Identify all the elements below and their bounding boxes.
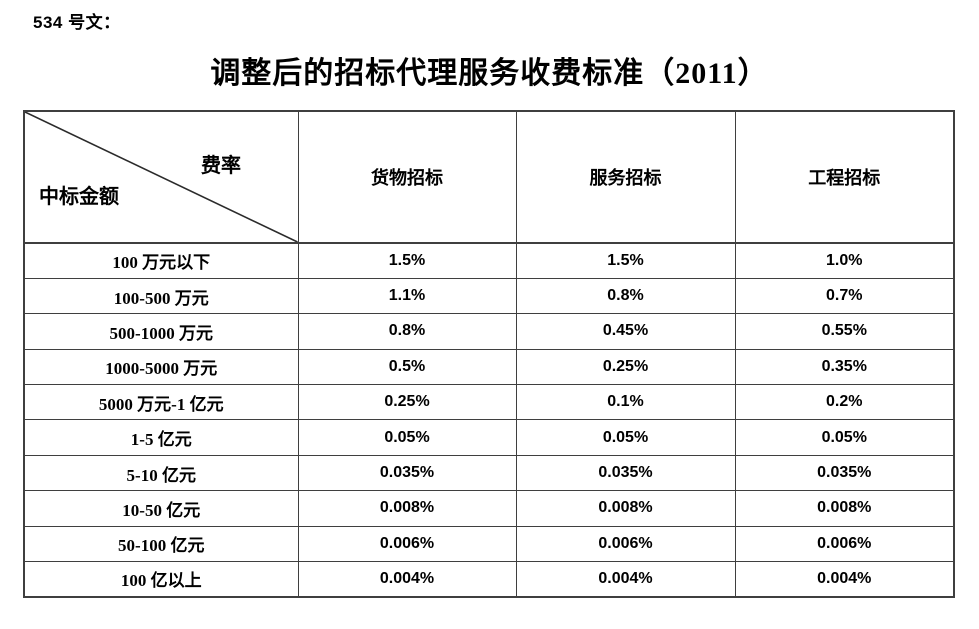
fee-rate-cell: 0.035%	[515, 454, 736, 492]
column-header-service-tender: 服务招标	[515, 110, 736, 244]
fee-rate-cell: 0.1%	[515, 384, 736, 421]
row-label-amount-tier: 100 亿以上	[23, 561, 299, 598]
fee-rate-cell: 0.035%	[297, 454, 517, 492]
table-row: 1000-5000 万元 0.5% 0.25% 0.35%	[23, 348, 955, 386]
fee-rate-cell: 0.004%	[515, 561, 736, 598]
fee-rate-cell: 0.35%	[734, 348, 955, 386]
diagonal-divider-line	[25, 112, 298, 242]
fee-rate-cell: 0.05%	[515, 419, 736, 456]
fee-rate-cell: 0.006%	[297, 525, 517, 563]
row-label-amount-tier: 5-10 亿元	[23, 454, 299, 492]
table-row: 100 万元以下 1.5% 1.5% 1.0%	[23, 242, 955, 279]
fee-rate-cell: 1.0%	[734, 242, 955, 279]
table-row: 100-500 万元 1.1% 0.8% 0.7%	[23, 277, 955, 315]
table-row: 500-1000 万元 0.8% 0.45% 0.55%	[23, 313, 955, 350]
fee-rate-cell: 0.8%	[297, 313, 517, 350]
fee-rate-cell: 1.1%	[297, 277, 517, 315]
fee-rate-cell: 0.8%	[515, 277, 736, 315]
doc-number: 534 号文：	[33, 13, 121, 32]
fee-rate-cell: 0.05%	[297, 419, 517, 456]
corner-label-bid-amount: 中标金额	[39, 186, 119, 208]
fee-rate-cell: 0.035%	[734, 454, 955, 492]
fee-rate-cell: 0.008%	[515, 490, 736, 527]
fee-rate-cell: 0.45%	[515, 313, 736, 350]
fee-rate-cell: 0.2%	[734, 384, 955, 421]
fee-rate-cell: 0.006%	[734, 525, 955, 563]
row-label-amount-tier: 100 万元以下	[23, 242, 299, 279]
fee-rate-cell: 1.5%	[515, 242, 736, 279]
table-row: 5000 万元-1 亿元 0.25% 0.1% 0.2%	[23, 384, 955, 421]
row-label-amount-tier: 50-100 亿元	[23, 525, 299, 563]
fee-rate-cell: 0.004%	[297, 561, 517, 598]
fee-rate-cell: 0.25%	[515, 348, 736, 386]
fee-rate-cell: 0.7%	[734, 277, 955, 315]
table-row: 100 亿以上 0.004% 0.004% 0.004%	[23, 561, 955, 598]
row-label-amount-tier: 1000-5000 万元	[23, 348, 299, 386]
fee-rate-cell: 0.008%	[297, 490, 517, 527]
fee-rate-cell: 0.008%	[734, 490, 955, 527]
fee-rate-cell: 0.004%	[734, 561, 955, 598]
header-row: 费率 中标金额 货物招标 服务招标 工程招标	[23, 110, 955, 244]
fee-table-body: 100 万元以下 1.5% 1.5% 1.0% 100-500 万元 1.1% 0.8% 0.…	[23, 242, 955, 598]
row-label-amount-tier: 500-1000 万元	[23, 313, 299, 350]
table-row: 50-100 亿元 0.006% 0.006% 0.006%	[23, 525, 955, 563]
fee-rate-cell: 0.55%	[734, 313, 955, 350]
row-label-amount-tier: 100-500 万元	[23, 277, 299, 315]
fee-rate-cell: 0.006%	[515, 525, 736, 563]
fee-rate-cell: 0.5%	[297, 348, 517, 386]
table-row: 5-10 亿元 0.035% 0.035% 0.035%	[23, 454, 955, 492]
row-label-amount-tier: 5000 万元-1 亿元	[23, 384, 299, 421]
corner-header-cell: 费率 中标金额	[23, 110, 299, 244]
fee-table: 费率 中标金额 货物招标 服务招标 工程招标 100 万元以下 1.5% 1.5% 1…	[23, 110, 955, 598]
table-row: 1-5 亿元 0.05% 0.05% 0.05%	[23, 419, 955, 456]
corner-label-rate: 费率	[201, 155, 241, 177]
fee-rate-cell: 0.25%	[297, 384, 517, 421]
column-header-engineering-tender: 工程招标	[734, 110, 955, 244]
page-title: 调整后的招标代理服务收费标准（2011）	[210, 57, 769, 90]
row-label-amount-tier: 1-5 亿元	[23, 419, 299, 456]
fee-rate-cell: 0.05%	[734, 419, 955, 456]
fee-rate-cell: 1.5%	[297, 242, 517, 279]
column-header-goods-tender: 货物招标	[297, 110, 517, 244]
table-row: 10-50 亿元 0.008% 0.008% 0.008%	[23, 490, 955, 527]
row-label-amount-tier: 10-50 亿元	[23, 490, 299, 527]
